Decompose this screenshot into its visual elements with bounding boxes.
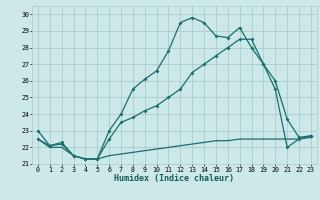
X-axis label: Humidex (Indice chaleur): Humidex (Indice chaleur): [115, 174, 234, 183]
